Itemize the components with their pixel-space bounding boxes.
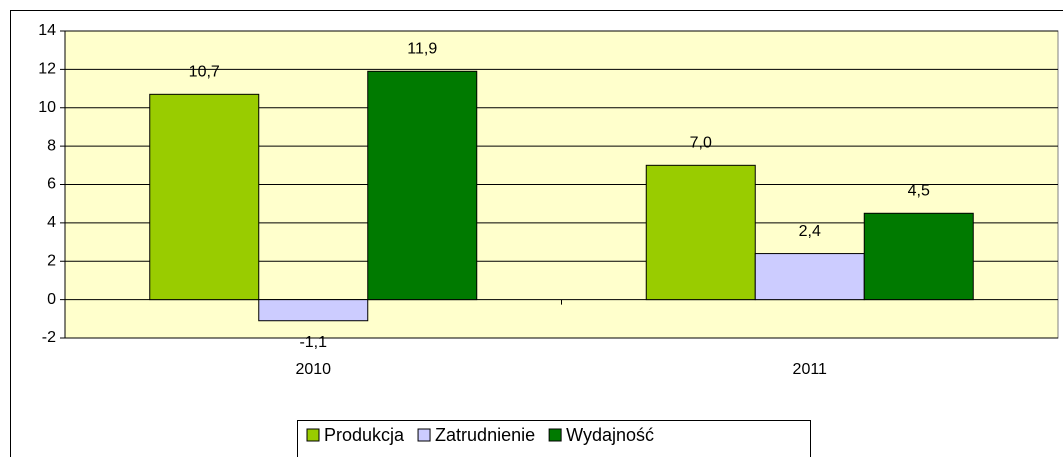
legend-label: Produkcja	[324, 425, 405, 445]
legend-swatch	[306, 428, 320, 442]
legend-swatch	[417, 428, 431, 442]
y-tick-label: 14	[38, 22, 56, 39]
bar	[149, 93, 260, 301]
legend-label: Zatrudnienie	[435, 425, 535, 445]
bar	[754, 253, 865, 301]
y-tick-label: 6	[47, 176, 56, 193]
y-tick-label: 2	[47, 252, 56, 269]
y-tick-label: 0	[47, 291, 56, 308]
y-tick-label: 4	[47, 214, 56, 231]
y-tick-label: -2	[42, 329, 56, 346]
value-label: 4,5	[908, 183, 930, 200]
legend-label: Wydajność	[566, 425, 654, 445]
value-label: -1,1	[299, 334, 327, 351]
legend-swatch	[548, 428, 562, 442]
y-tick-label: 10	[38, 99, 56, 116]
bar	[645, 164, 756, 301]
bar	[258, 299, 369, 322]
bar	[367, 70, 478, 301]
bar	[863, 212, 974, 301]
y-tick-label: 8	[47, 137, 56, 154]
x-tick-label: 2011	[793, 361, 828, 378]
x-tick-label: 2010	[295, 361, 331, 378]
value-label: 7,0	[690, 135, 712, 152]
value-label: 2,4	[799, 223, 821, 240]
y-tick-label: 12	[38, 61, 56, 78]
value-label: 11,9	[407, 41, 437, 58]
value-label: 10,7	[189, 64, 220, 81]
